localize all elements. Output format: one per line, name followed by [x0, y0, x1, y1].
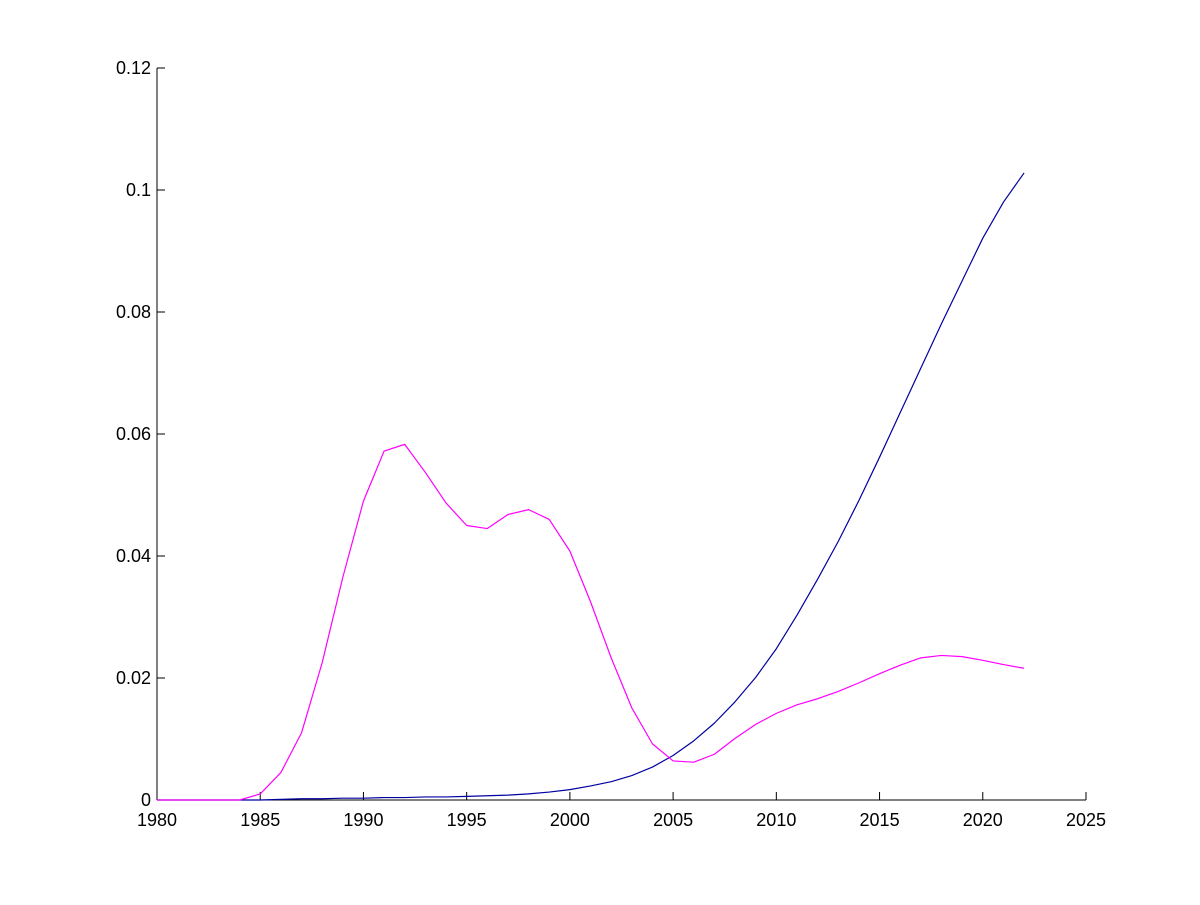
- y-tick-label: 0.02: [116, 668, 151, 688]
- x-tick-label: 2015: [860, 810, 900, 830]
- y-tick-label: 0.04: [116, 546, 151, 566]
- series-group: [157, 172, 1025, 801]
- series-line-1: [157, 172, 1025, 801]
- x-tick-label: 2020: [963, 810, 1003, 830]
- x-tick-label: 1980: [137, 810, 177, 830]
- x-tick-label: 1985: [240, 810, 280, 830]
- axes: [156, 68, 1086, 801]
- y-tick-label: 0.1: [126, 180, 151, 200]
- series-line-2: [157, 443, 1025, 801]
- y-tick-label: 0.08: [116, 302, 151, 322]
- y-tick-label: 0: [141, 790, 151, 810]
- x-tick-label: 1990: [343, 810, 383, 830]
- y-tick-label: 0.06: [116, 424, 151, 444]
- x-axis-ticks: 1980 1985 1990 1995 2000 2005 2010 2015 2020 2025: [137, 792, 1106, 830]
- x-tick-label: 2000: [550, 810, 590, 830]
- y-axis-ticks: 0 0.02 0.04 0.06 0.08 0.1 0.12: [116, 58, 165, 810]
- x-tick-label: 2025: [1066, 810, 1106, 830]
- x-tick-label: 1995: [447, 810, 487, 830]
- x-tick-label: 2005: [653, 810, 693, 830]
- y-tick-label: 0.12: [116, 58, 151, 78]
- x-tick-label: 2010: [756, 810, 796, 830]
